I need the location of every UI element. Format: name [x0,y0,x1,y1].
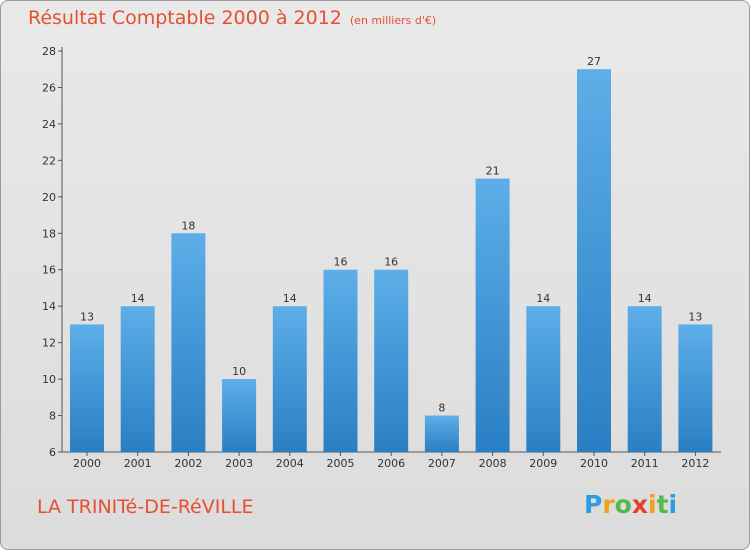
bar [475,178,510,452]
y-tick-label: 14 [42,300,56,313]
bar [424,415,459,452]
logo-letter: P [584,490,603,519]
x-tick-label: 2012 [681,457,709,470]
x-tick-label: 2009 [529,457,557,470]
bar [323,269,358,452]
bar-value-label: 16 [384,256,398,269]
y-tick-label: 20 [42,191,56,204]
logo-letter: t [656,490,669,519]
chart-subtitle: (en milliers d'€) [349,14,437,27]
bar [70,324,104,452]
logo-letter: o [614,490,632,519]
y-tick-label: 8 [49,410,56,423]
bar [374,269,409,452]
logo-letter: i [648,490,657,519]
bar [120,306,155,452]
x-tick-label: 2004 [276,457,304,470]
x-tick-label: 2006 [377,457,405,470]
bar [526,306,561,452]
y-tick-label: 28 [42,45,56,58]
bar-value-label: 13 [80,310,94,323]
x-tick-label: 2010 [580,457,608,470]
x-tick-label: 2005 [327,457,355,470]
bar [272,306,307,452]
y-tick-label: 24 [42,118,56,131]
x-tick-label: 2002 [174,457,202,470]
bar-value-label: 10 [232,365,246,378]
bar-value-label: 18 [181,219,195,232]
chart-bars [70,69,713,453]
y-tick-label: 18 [42,227,56,240]
y-tick-label: 22 [42,154,56,167]
chart-title-text: Résultat Comptable 2000 à 2012 [28,7,342,29]
logo-letter: x [631,490,648,519]
x-tick-label: 2007 [428,457,456,470]
bar-value-label: 14 [536,292,550,305]
x-tick-label: 2008 [479,457,507,470]
x-tick-label: 2011 [631,457,659,470]
bar [627,306,662,452]
logo-letter: i [668,490,678,519]
bar [577,69,611,453]
commune-name: LA TRINITé-DE-RéVILLE [37,496,254,518]
bar-value-label: 14 [638,292,652,305]
bar-value-label: 27 [587,55,601,68]
chart-title: Résultat Comptable 2000 à 2012 (en millie… [28,7,436,29]
bar [222,379,257,452]
bar-value-label: 8 [438,402,445,415]
bar [678,324,713,452]
bar [171,233,206,452]
y-tick-label: 10 [42,373,56,386]
bar-value-label: 13 [688,310,702,323]
bar-value-label: 14 [131,292,145,305]
bar-value-label: 16 [334,256,348,269]
y-tick-label: 26 [42,81,56,94]
y-tick-label: 16 [42,264,56,277]
proxiti-logo[interactable]: Proxiti [584,490,677,519]
x-tick-label: 2003 [225,457,253,470]
bar-value-label: 14 [283,292,297,305]
y-tick-label: 12 [42,337,56,350]
bar-value-label: 21 [486,165,500,178]
y-tick-label: 6 [49,446,56,459]
x-tick-label: 2001 [124,457,152,470]
chart-labels: 13 2000 14 2001 18 2002 10 2003 14 2004 16 2005 16 20… [73,55,709,470]
logo-letter: r [602,490,615,519]
x-tick-label: 2000 [73,457,101,470]
